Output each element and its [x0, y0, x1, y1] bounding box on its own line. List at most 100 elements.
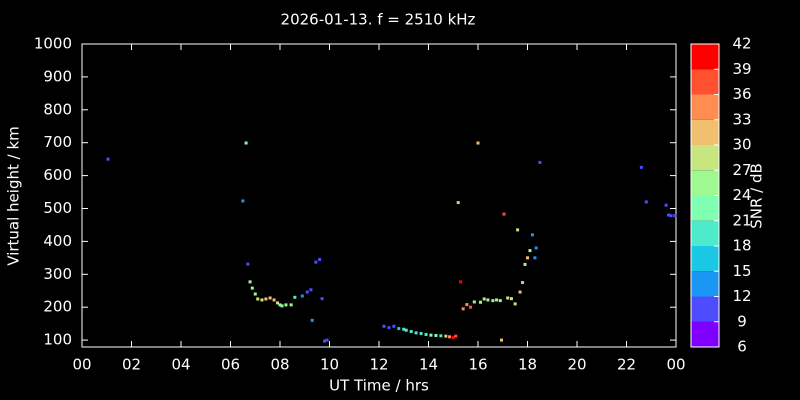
scatter-point — [264, 297, 268, 301]
scatter-point — [502, 212, 506, 216]
scatter-point — [289, 303, 293, 307]
scatter-point — [530, 233, 534, 237]
y-tick-label: 800 — [43, 100, 72, 118]
colorbar-band — [691, 246, 719, 272]
scatter-point — [272, 298, 276, 302]
scatter-point — [397, 327, 401, 331]
colorbar-tick-label: 27 — [732, 161, 751, 179]
scatter-point — [402, 327, 406, 331]
scatter-point — [318, 257, 322, 261]
y-tick-label: 400 — [43, 232, 72, 250]
x-tick-label: 10 — [320, 356, 339, 374]
colorbar-tick-label: 6 — [737, 338, 747, 356]
colorbar-tick-label: 24 — [732, 186, 751, 204]
scatter-point — [253, 292, 257, 296]
y-tick-label: 200 — [43, 298, 72, 316]
y-tick-label: 600 — [43, 166, 72, 184]
scatter-point — [278, 303, 282, 307]
scatter-point — [434, 333, 438, 337]
scatter-point — [280, 304, 284, 308]
scatter-point — [404, 328, 408, 332]
scatter-point — [513, 302, 517, 306]
scatter-point — [429, 333, 433, 337]
scatter-point — [323, 339, 327, 343]
scatter-point — [276, 301, 280, 305]
colorbar-band — [691, 170, 719, 196]
y-axis-label: Virtual height / km — [5, 126, 23, 265]
scatter-point — [516, 228, 520, 232]
scatter-point — [451, 335, 455, 339]
scatter-point — [465, 303, 469, 307]
scatter-point — [320, 297, 324, 301]
colorbar-band — [691, 69, 719, 95]
scatter-point — [669, 214, 673, 218]
colorbar-tick-label: 36 — [732, 85, 751, 103]
y-tick-label: 1000 — [34, 35, 72, 53]
colorbar-tick-label: 15 — [732, 262, 751, 280]
scatter-point — [534, 246, 538, 250]
colorbar-band — [691, 220, 719, 246]
scatter-point — [667, 213, 671, 217]
scatter-point — [309, 288, 313, 292]
scatter-point — [500, 338, 504, 342]
colorbar-tick-label: 12 — [732, 287, 751, 305]
scatter-point — [639, 165, 643, 169]
scatter-point — [419, 332, 423, 336]
scatter-point — [459, 280, 463, 284]
x-tick-label: 02 — [122, 356, 141, 374]
scatter-point — [518, 290, 522, 294]
scatter-point — [454, 334, 458, 338]
y-tick-label: 900 — [43, 67, 72, 85]
scatter-point — [673, 214, 677, 218]
x-tick-label: 14 — [419, 356, 438, 374]
colorbar-band — [691, 119, 719, 145]
colorbar-label: SNR / dB — [748, 163, 766, 229]
scatter-point — [325, 338, 329, 342]
scatter-point — [528, 249, 532, 253]
scatter-point — [444, 334, 448, 338]
colorbar-tick-label: 30 — [732, 136, 751, 154]
scatter-point — [284, 303, 288, 307]
colorbar-band — [691, 145, 719, 171]
scatter-point — [495, 298, 499, 302]
scatter-point — [244, 141, 248, 145]
x-tick-label: 18 — [518, 356, 537, 374]
scatter-point — [260, 298, 264, 302]
y-tick-label: 300 — [43, 265, 72, 283]
scatter-point — [246, 262, 250, 266]
scatter-point — [448, 335, 452, 339]
scatter-point — [469, 305, 473, 309]
y-tick-label: 700 — [43, 133, 72, 151]
scatter-point — [106, 157, 110, 161]
x-tick-label: 04 — [171, 356, 190, 374]
x-tick-label: 20 — [567, 356, 586, 374]
colorbar-band — [691, 321, 719, 347]
x-tick-label: 08 — [270, 356, 289, 374]
scatter-point — [498, 299, 502, 303]
scatter-point — [478, 300, 482, 304]
scatter-point — [387, 326, 391, 330]
scatter-point — [509, 297, 513, 301]
colorbar-tick-label: 9 — [737, 312, 747, 330]
y-tick-label: 500 — [43, 199, 72, 217]
colorbar-band — [691, 271, 719, 297]
colorbar-tick-label: 42 — [732, 35, 751, 53]
scatter-point — [644, 200, 648, 204]
scatter-point — [472, 300, 476, 304]
scatter-point — [482, 297, 486, 301]
x-axis-label: UT Time / hrs — [329, 377, 429, 395]
scatter-point — [293, 295, 297, 299]
scatter-point — [491, 299, 495, 303]
x-tick-label: 12 — [369, 356, 388, 374]
scatter-point — [300, 294, 304, 298]
scatter-point — [305, 290, 309, 294]
colorbar-band — [691, 94, 719, 120]
colorbar-tick-label: 39 — [732, 60, 751, 78]
scatter-point — [523, 262, 527, 266]
scatter-point — [538, 160, 542, 164]
colorbar-band — [691, 44, 719, 70]
scatter-point — [256, 297, 260, 301]
scatter-point — [506, 296, 510, 300]
